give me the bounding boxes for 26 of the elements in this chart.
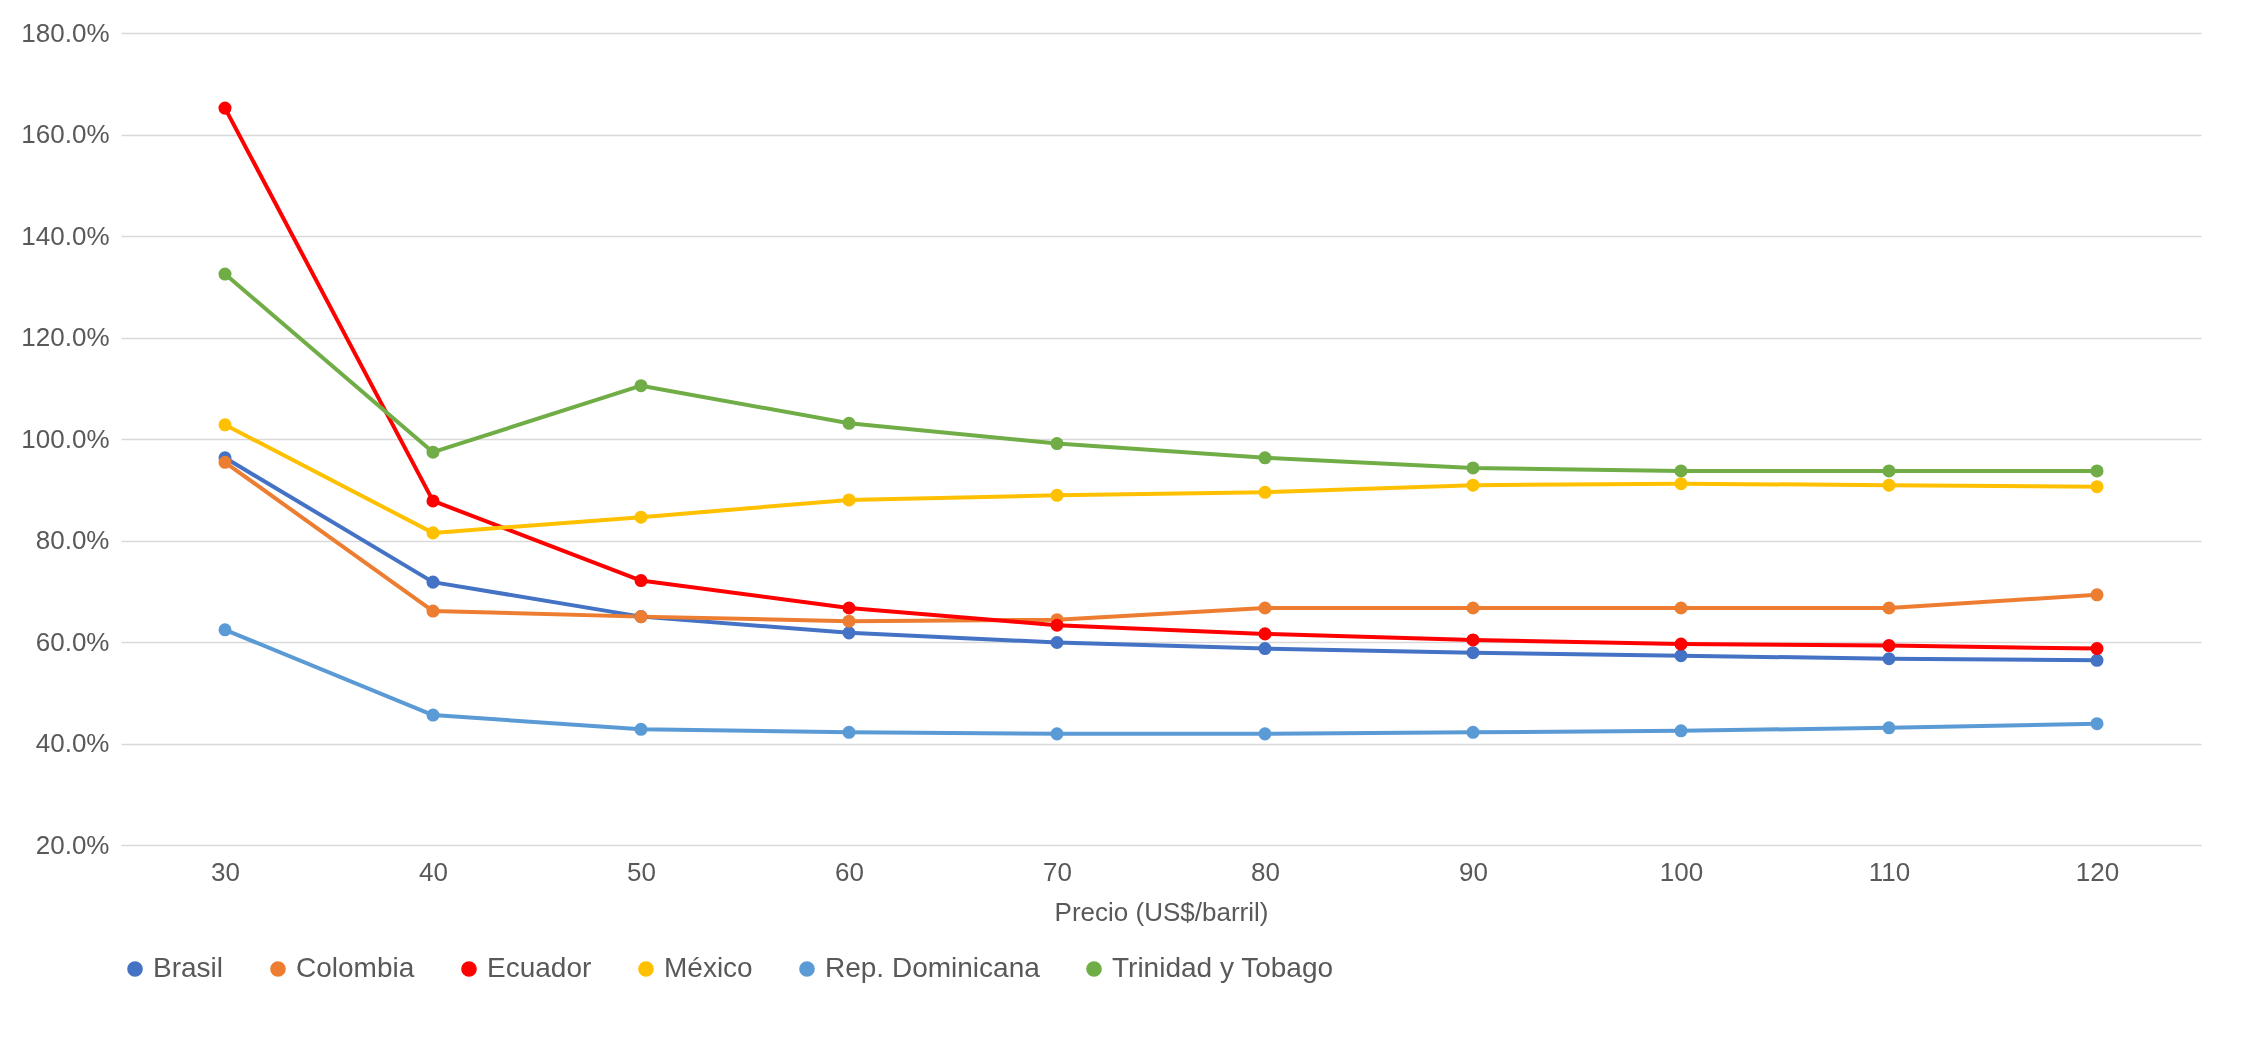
legend-label: Trinidad y Tobago xyxy=(1112,952,1334,983)
x-tick-label: 90 xyxy=(1459,856,1488,887)
x-tick-label: 30 xyxy=(211,856,240,887)
y-tick-label: 160.0% xyxy=(21,119,110,149)
x-tick-label: 110 xyxy=(1868,856,1911,887)
y-tick-label: 20.0% xyxy=(35,829,110,860)
legend-label: Rep. Dominicana xyxy=(825,952,1041,983)
x-tick-label: 120 xyxy=(2075,856,2120,887)
legend-label: Brasil xyxy=(153,952,224,983)
x-tick-label: 40 xyxy=(419,856,448,887)
x-tick-label: 50 xyxy=(627,856,656,887)
x-tick-label: 80 xyxy=(1251,856,1280,887)
legend-label: Colombia xyxy=(296,952,415,983)
y-tick-label: 80.0% xyxy=(35,525,110,555)
x-tick-label: 60 xyxy=(835,856,864,887)
x-tick-label: 70 xyxy=(1043,856,1072,887)
legend-label: México xyxy=(664,952,753,983)
y-tick-label: 180.0% xyxy=(21,17,110,48)
y-tick-label: 140.0% xyxy=(21,220,110,251)
y-tick-label: 40.0% xyxy=(35,728,110,758)
legend-label: Ecuador xyxy=(487,952,592,983)
x-tick-label: 100 xyxy=(1659,856,1704,887)
x-axis-title: Precio (US$/barril) xyxy=(1054,896,1269,927)
y-tick-label: 60.0% xyxy=(35,626,110,657)
y-tick-label: 100.0% xyxy=(21,423,110,454)
y-tick-label: 120.0% xyxy=(21,322,110,352)
